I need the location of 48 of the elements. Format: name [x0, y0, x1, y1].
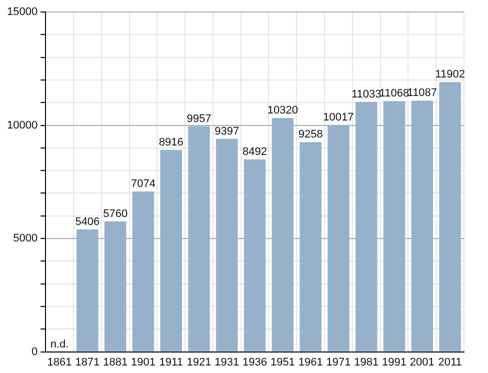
- x-tick-label: 1861: [47, 356, 72, 368]
- x-tick-label: 1951: [270, 356, 295, 368]
- bar: [300, 142, 322, 352]
- x-tick-label: 1971: [326, 356, 351, 368]
- x-tick-label: 1936: [242, 356, 268, 368]
- x-tick-label: 1991: [382, 356, 407, 368]
- data-label: 5760: [103, 208, 128, 220]
- bar: [383, 101, 406, 352]
- data-label: 9397: [214, 125, 240, 138]
- data-label: 8492: [242, 146, 268, 158]
- y-tick-label: 10000: [6, 119, 38, 132]
- x-tick-label: 2001: [410, 356, 434, 368]
- bar: [104, 221, 126, 352]
- data-label: 11068: [379, 88, 410, 100]
- x-tick-label: 2011: [438, 356, 462, 368]
- text: n.d.: [50, 338, 69, 350]
- data-label: 9258: [298, 128, 323, 141]
- x-tick-label: 1921: [186, 356, 212, 368]
- bar: [328, 124, 350, 352]
- data-label: 10320: [267, 104, 298, 117]
- bar: [272, 118, 294, 352]
- bar: [355, 102, 378, 352]
- data-label: 11033: [351, 88, 382, 100]
- x-tick-label: 1931: [214, 356, 240, 368]
- bar: [76, 229, 98, 352]
- data-label: 5406: [75, 216, 100, 228]
- bar: [160, 150, 182, 352]
- data-label: 11087: [407, 87, 438, 100]
- x-tick-label: 1881: [103, 356, 128, 368]
- bar: [244, 159, 266, 352]
- x-tick-label: 1911: [159, 356, 183, 368]
- bar: [411, 100, 434, 352]
- x-tick-label: 1961: [298, 356, 323, 368]
- data-label: 8916: [158, 136, 184, 148]
- y-tick-label: 5000: [13, 232, 38, 245]
- data-label: 10017: [323, 111, 354, 124]
- data-label: 7074: [130, 178, 156, 190]
- bar: [132, 192, 154, 352]
- bar: [216, 138, 238, 352]
- x-tick-label: 1981: [354, 356, 379, 368]
- data-label: 9957: [186, 112, 212, 125]
- x-tick-label: 1871: [75, 356, 100, 368]
- x-tick-label: 1901: [130, 356, 156, 368]
- bar: [439, 82, 461, 352]
- data-label: 11902: [435, 68, 465, 81]
- y-tick-label: 15000: [6, 6, 38, 18]
- y-tick-label: 0: [31, 346, 38, 358]
- bar: [188, 126, 210, 352]
